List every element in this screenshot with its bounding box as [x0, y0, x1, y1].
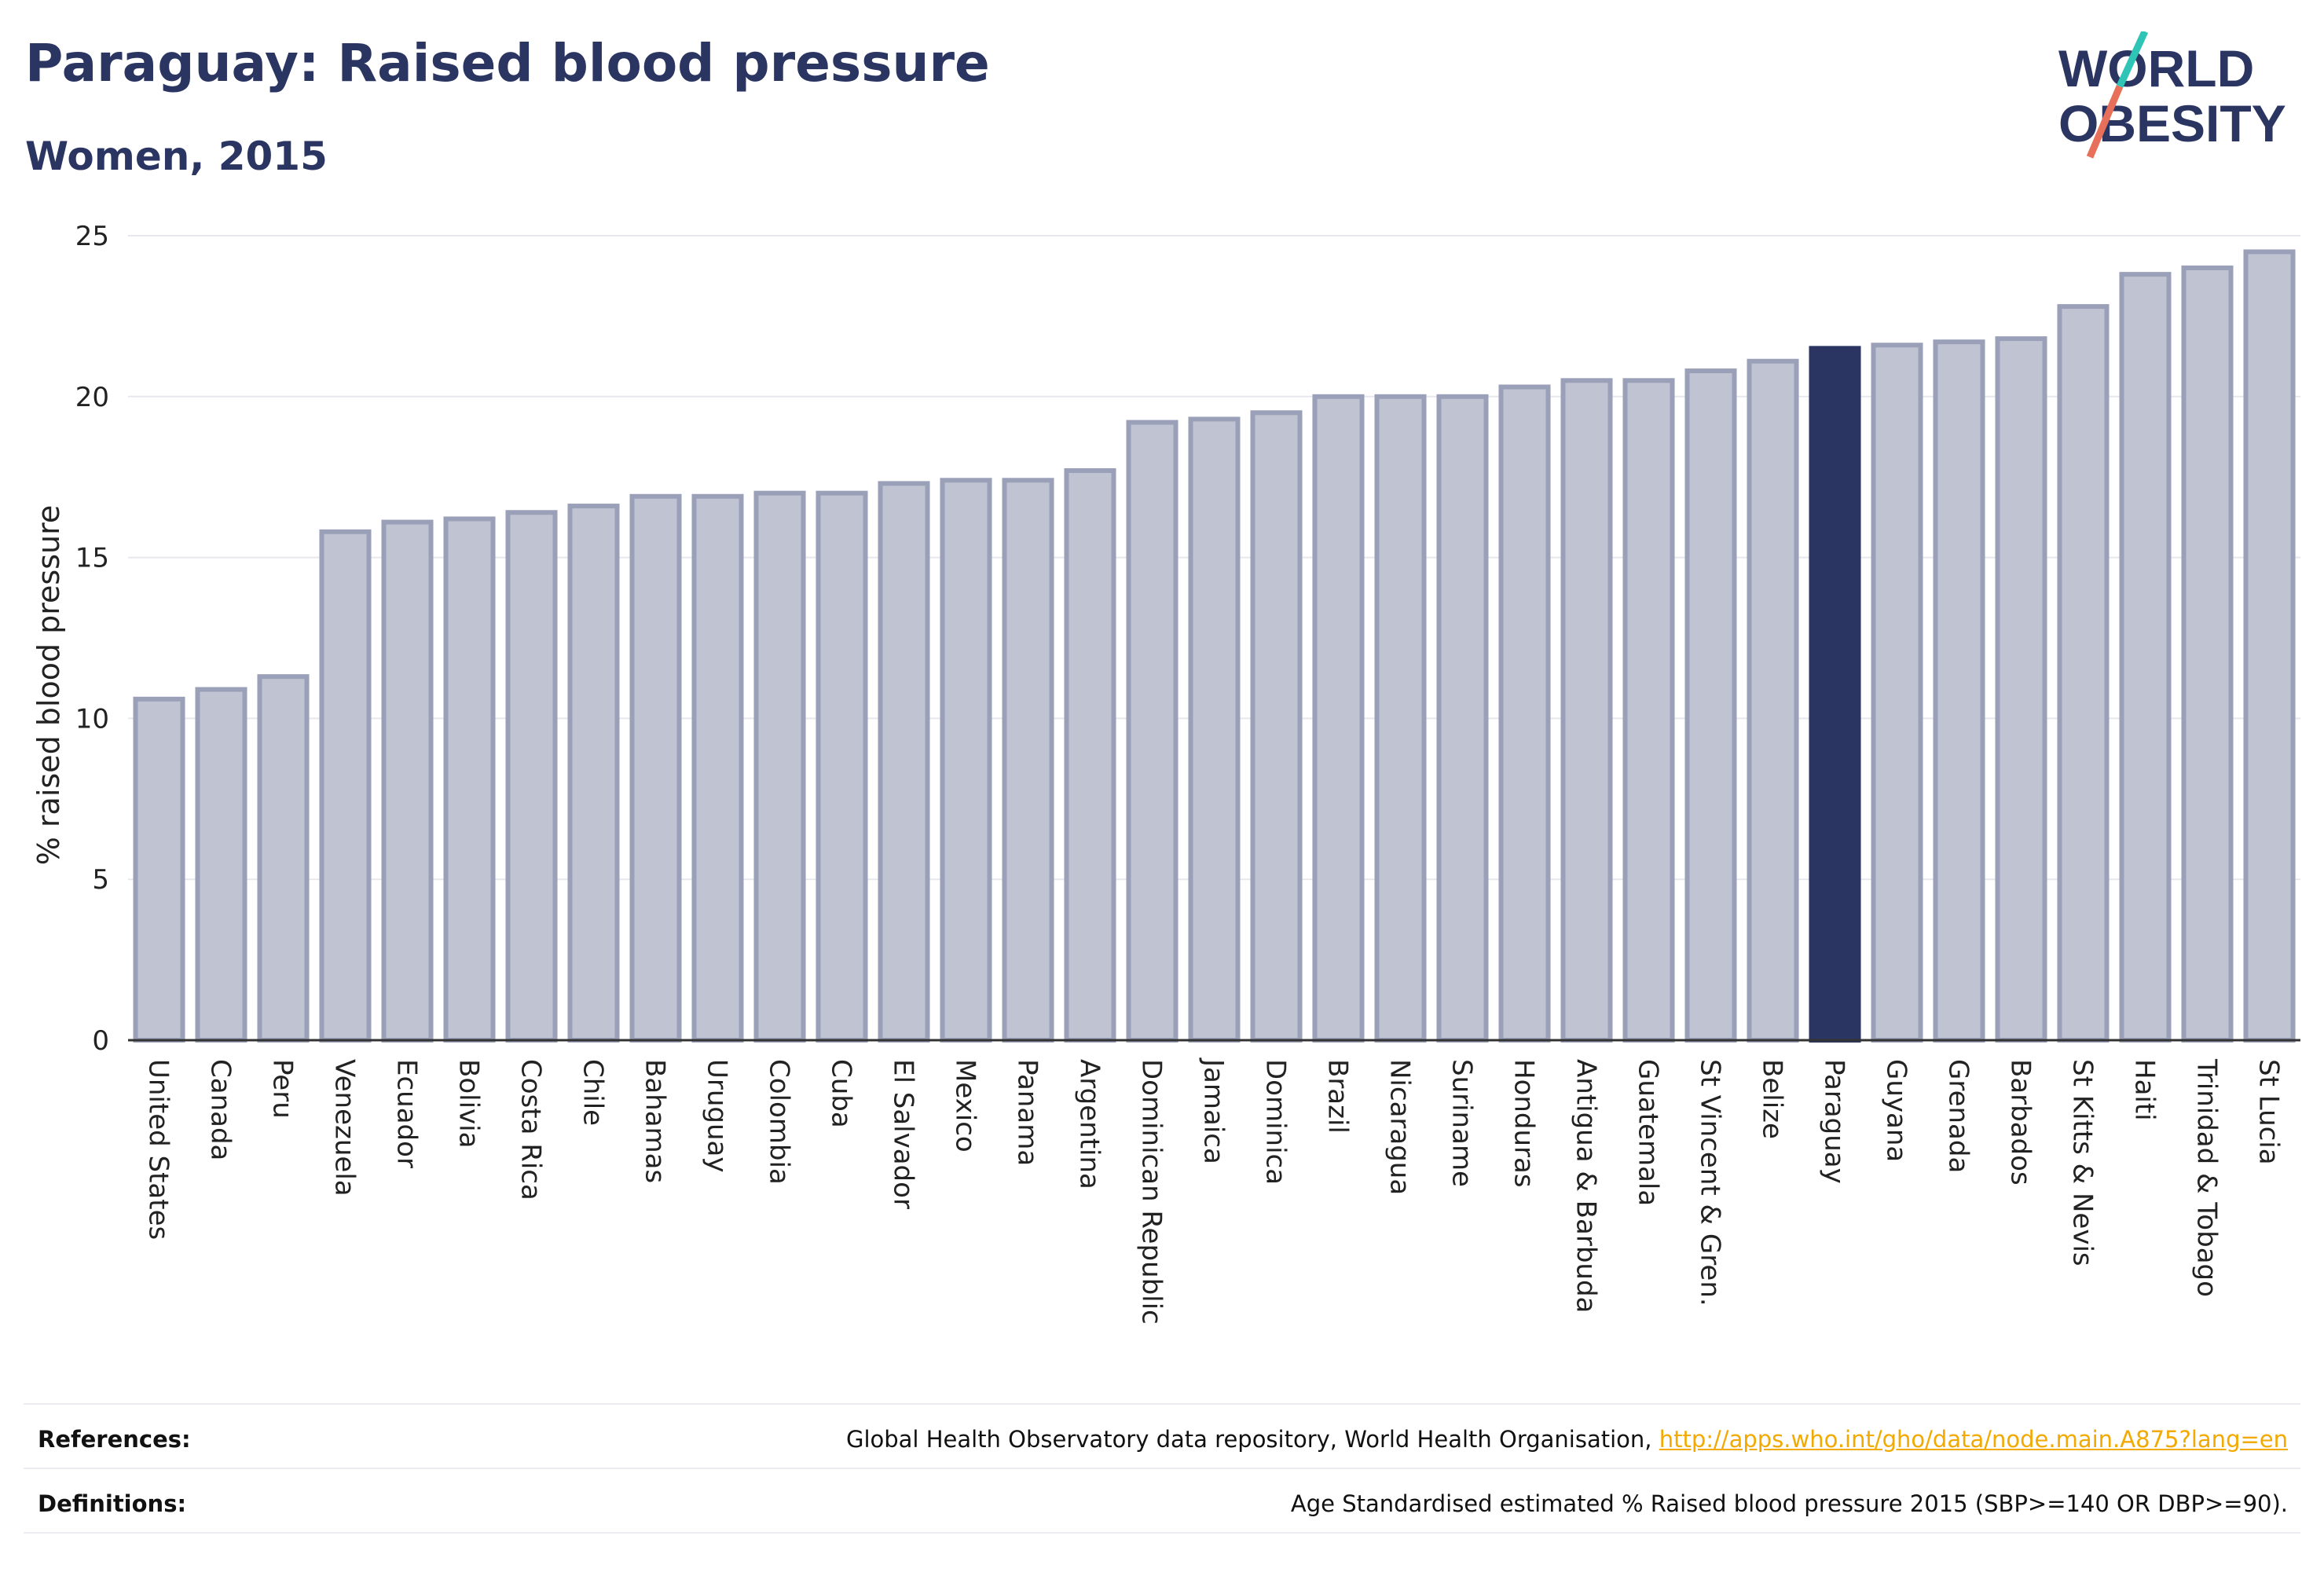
bar-el-salvador — [878, 481, 930, 1043]
y-axis-title: % raised blood pressure — [31, 505, 66, 866]
bar-brazil — [1312, 394, 1365, 1043]
logo-slash-bottom — [2086, 85, 2124, 159]
bar-suriname — [1436, 394, 1489, 1043]
chart-title: Paraguay: Raised blood pressure — [25, 33, 990, 93]
x-tick-label-belize: Belize — [1757, 1059, 1788, 1139]
x-tick-label-paraguay: Paraguay — [1819, 1059, 1850, 1184]
x-tick-label-argentina: Argentina — [1074, 1059, 1105, 1189]
bar-antigua-barbuda — [1560, 378, 1613, 1043]
bar-bahamas — [629, 493, 682, 1043]
x-tick-label-bolivia: Bolivia — [453, 1059, 485, 1148]
bar-guyana — [1871, 343, 1923, 1043]
footer-divider-bottom — [24, 1532, 2300, 1534]
logo-line1: WORLD — [2058, 39, 2254, 97]
x-tick-label-dominica: Dominica — [1260, 1059, 1292, 1185]
definitions-label: Definitions: — [38, 1490, 187, 1517]
y-tick-label-15: 15 — [75, 543, 109, 574]
y-tick-label-10: 10 — [75, 703, 109, 735]
bar-dominican-republic — [1126, 420, 1178, 1043]
x-tick-label-canada: Canada — [205, 1059, 236, 1160]
bar-honduras — [1498, 384, 1551, 1043]
x-tick-label-st-vincent-gren-: St Vincent & Gren. — [1695, 1059, 1726, 1307]
x-tick-label-united-states: United States — [143, 1059, 174, 1240]
x-tick-label-chile: Chile — [577, 1059, 609, 1126]
bar-guatemala — [1622, 378, 1675, 1043]
bar-grenada — [1933, 339, 1985, 1043]
bar-trinidad-tobago — [2181, 265, 2234, 1043]
bar-united-states — [133, 696, 185, 1043]
bar-venezuela — [319, 529, 372, 1043]
world-obesity-logo: WORLD OBESITY — [2058, 31, 2286, 159]
bar-belize — [1747, 358, 1799, 1043]
bar-st-lucia — [2243, 249, 2296, 1043]
bar-argentina — [1064, 468, 1116, 1043]
chart-subtitle: Women, 2015 — [25, 134, 328, 179]
bar-cuba — [816, 490, 868, 1043]
y-tick-label-5: 5 — [92, 864, 109, 896]
x-tick-label-ecuador: Ecuador — [391, 1059, 423, 1168]
bar-chart: 0 5 10 15 20 25 % raised blood pressure United … — [31, 221, 2300, 1325]
footer-divider-top — [24, 1403, 2300, 1405]
x-tick-label-panama: Panama — [1012, 1059, 1043, 1166]
x-tick-label-venezuela: Venezuela — [329, 1059, 361, 1197]
bar-colombia — [753, 490, 806, 1043]
x-tick-label-peru: Peru — [267, 1059, 299, 1119]
bar-chile — [567, 504, 620, 1043]
x-tick-label-haiti: Haiti — [2129, 1059, 2161, 1121]
bar-mexico — [940, 478, 992, 1043]
logo-slash-top — [2116, 31, 2149, 88]
x-tick-label-st-lucia: St Lucia — [2253, 1059, 2285, 1165]
x-tick-label-trinidad-tobago: Trinidad & Tobago — [2191, 1058, 2223, 1297]
y-tick-label-0: 0 — [92, 1025, 109, 1057]
bar-nicaragua — [1374, 394, 1427, 1043]
references-source: Global Health Observatory data repositor… — [845, 1426, 1659, 1453]
x-tick-label-el-salvador: El Salvador — [888, 1059, 919, 1209]
bar-canada — [195, 687, 247, 1043]
x-tick-label-st-kitts-nevis: St Kitts & Nevis — [2067, 1059, 2099, 1266]
x-tick-label-barbados: Barbados — [2005, 1059, 2036, 1186]
x-tick-label-nicaragua: Nicaragua — [1384, 1059, 1416, 1195]
x-tick-label-dominican-republic: Dominican Republic — [1136, 1059, 1167, 1325]
bar-bolivia — [443, 516, 496, 1043]
x-tick-label-uruguay: Uruguay — [702, 1059, 733, 1173]
bar-panama — [1002, 478, 1054, 1043]
bar-haiti — [2119, 272, 2172, 1043]
x-tick-label-jamaica: Jamaica — [1198, 1057, 1230, 1164]
references-label: References: — [38, 1426, 191, 1453]
bar-st-kitts-nevis — [2057, 304, 2110, 1043]
x-tick-label-cuba: Cuba — [826, 1059, 857, 1128]
bar-peru — [257, 674, 310, 1043]
x-tick-label-costa-rica: Costa Rica — [515, 1059, 547, 1200]
footer-divider-middle — [24, 1468, 2300, 1469]
bar-paraguay — [1809, 346, 1861, 1043]
x-tick-label-guatemala: Guatemala — [1633, 1059, 1664, 1206]
x-tick-label-mexico: Mexico — [950, 1059, 981, 1153]
bar-costa-rica — [505, 510, 558, 1043]
references-link[interactable]: http://apps.who.int/gho/data/node.main.A… — [1659, 1426, 2288, 1453]
references-text: Global Health Observatory data repositor… — [846, 1426, 2288, 1453]
x-tick-label-brazil: Brazil — [1322, 1059, 1354, 1134]
definitions-text: Age Standardised estimated % Raised bloo… — [1290, 1490, 2288, 1517]
y-tick-label-25: 25 — [75, 221, 109, 252]
y-tick-label-20: 20 — [75, 382, 109, 413]
bar-uruguay — [691, 493, 744, 1043]
x-tick-label-suriname: Suriname — [1446, 1059, 1478, 1187]
bar-st-vincent-gren- — [1684, 368, 1737, 1043]
bar-barbados — [1995, 336, 2047, 1043]
x-tick-label-guyana: Guyana — [1881, 1059, 1912, 1162]
x-tick-label-antigua-barbuda: Antigua & Barbuda — [1571, 1059, 1602, 1313]
bar-dominica — [1250, 410, 1303, 1043]
bar-ecuador — [381, 519, 434, 1043]
x-tick-label-bahamas: Bahamas — [640, 1059, 671, 1183]
x-tick-label-grenada: Grenada — [1943, 1059, 1974, 1173]
bar-jamaica — [1188, 416, 1241, 1043]
x-tick-label-honduras: Honduras — [1508, 1059, 1540, 1188]
x-tick-label-colombia: Colombia — [764, 1059, 795, 1185]
